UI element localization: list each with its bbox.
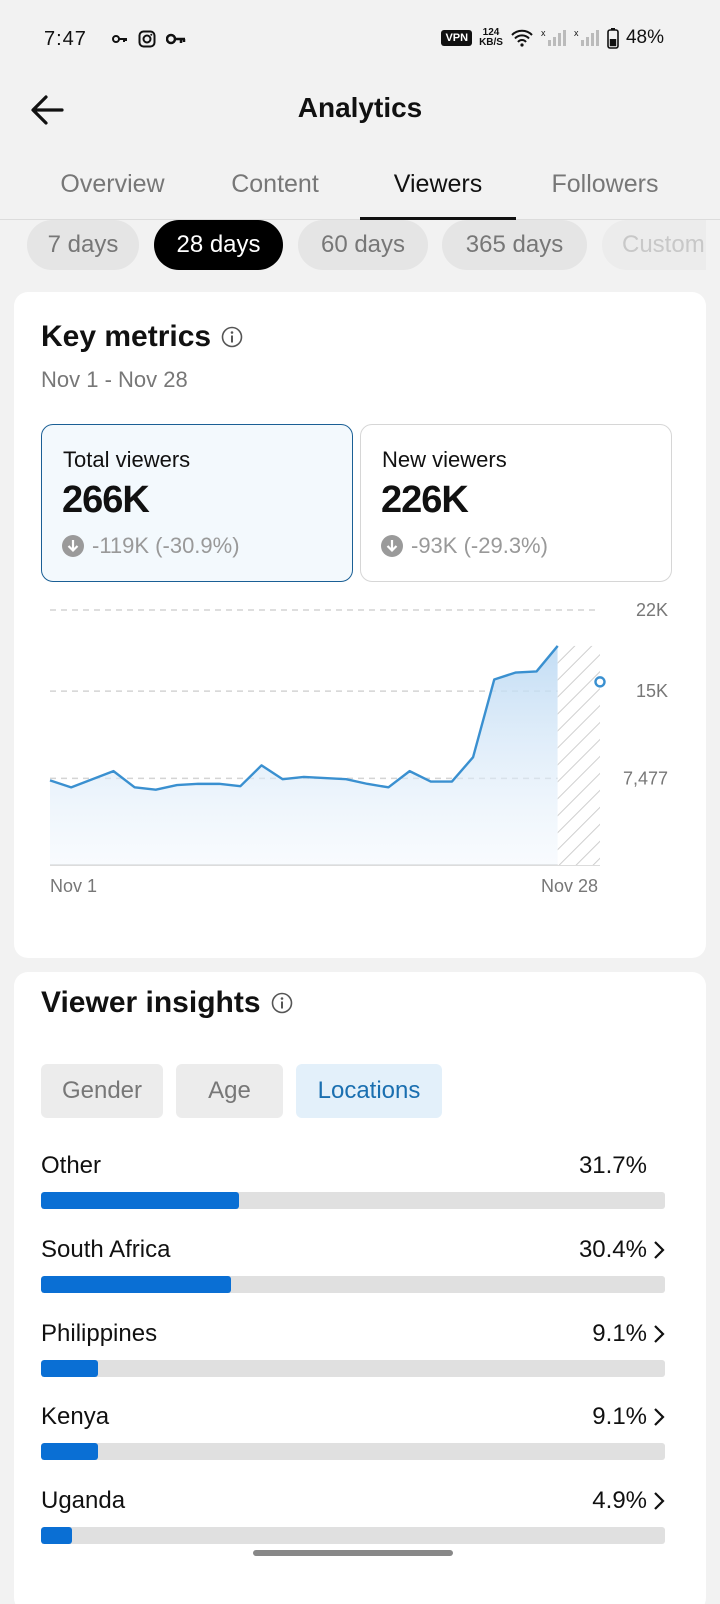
- location-percent: 30.4%: [578, 1236, 647, 1263]
- back-arrow-icon[interactable]: [26, 90, 70, 130]
- info-icon[interactable]: [271, 992, 293, 1014]
- vpn-badge: VPN: [441, 30, 473, 46]
- location-name: Kenya: [41, 1403, 110, 1430]
- location-bar-track: [41, 1360, 665, 1377]
- y-tick-label: 22K: [636, 600, 668, 620]
- speed-value: 124: [482, 27, 500, 38]
- range-60-days[interactable]: 60 days: [298, 220, 428, 270]
- chart-area: [50, 645, 558, 865]
- location-name: Philippines: [41, 1320, 158, 1347]
- location-row-uganda[interactable]: Uganda 4.9%: [41, 1487, 665, 1557]
- location-row-philippines[interactable]: Philippines 9.1%: [41, 1320, 665, 1390]
- y-tick-label: 7,477: [623, 768, 668, 788]
- viewer-insights-title: Viewer insights: [41, 986, 261, 1019]
- tab-viewers[interactable]: Viewers: [393, 170, 483, 198]
- battery-icon: [607, 28, 619, 49]
- svg-text:x: x: [574, 28, 579, 38]
- key-icon: [166, 33, 186, 45]
- signal-icon: x: [574, 28, 599, 46]
- wifi-icon: [511, 29, 533, 47]
- status-time: 7:47: [44, 28, 87, 50]
- chevron-right-icon: [654, 1241, 665, 1259]
- svg-text:x: x: [541, 28, 546, 38]
- location-bar-fill: [41, 1276, 231, 1293]
- status-right: VPN 124 KB/S x x 48%: [441, 27, 664, 49]
- location-percent: 4.9%: [592, 1487, 647, 1514]
- status-bar: 7:47 VPN 124 KB/S x x 48%: [0, 0, 720, 80]
- segment-age[interactable]: Age: [176, 1064, 283, 1118]
- signal-icon: x: [541, 28, 566, 46]
- tab-overview[interactable]: Overview: [60, 170, 165, 198]
- date-range-selector: 7 days 28 days 60 days 365 days Custom: [0, 220, 706, 272]
- projected-point: [594, 676, 606, 688]
- location-bar-fill: [41, 1527, 72, 1544]
- home-indicator[interactable]: [253, 1550, 453, 1556]
- key-metrics-heading: Key metrics: [41, 320, 243, 354]
- location-percent: 31.7%: [578, 1152, 647, 1179]
- tab-followers[interactable]: Followers: [551, 170, 659, 198]
- range-28-days[interactable]: 28 days: [154, 220, 283, 270]
- x-end-label: Nov 28: [541, 876, 598, 896]
- location-bar-fill: [41, 1443, 98, 1460]
- viewer-insights-heading: Viewer insights: [41, 986, 293, 1020]
- location-row-south-africa[interactable]: South Africa 30.4%: [41, 1236, 665, 1306]
- down-arrow-icon: [62, 535, 84, 557]
- viewers-chart[interactable]: 22K 15K 7,477 Nov 1 Nov 28: [34, 592, 694, 912]
- metric-label: New viewers: [382, 447, 507, 472]
- location-bar-track: [41, 1192, 665, 1209]
- location-bar-fill: [41, 1360, 98, 1377]
- chevron-right-icon: [654, 1408, 665, 1426]
- metric-total-viewers[interactable]: Total viewers 266K -119K (-30.9%): [41, 424, 353, 582]
- chevron-right-icon: [654, 1325, 665, 1343]
- tab-bar: Overview Content Viewers Followers: [0, 160, 720, 220]
- location-bar-track: [41, 1443, 665, 1460]
- down-arrow-icon: [381, 535, 403, 557]
- location-percent: 9.1%: [592, 1403, 647, 1430]
- x-start-label: Nov 1: [50, 876, 97, 896]
- chevron-right-icon: [654, 1492, 665, 1510]
- speed-unit: KB/S: [479, 37, 503, 48]
- location-bar-track: [41, 1527, 665, 1544]
- projected-region: [557, 645, 600, 865]
- metric-value: 226K: [381, 479, 469, 521]
- range-custom[interactable]: Custom: [602, 220, 706, 270]
- range-7-days[interactable]: 7 days: [27, 220, 139, 270]
- metric-value: 266K: [62, 479, 150, 521]
- location-row-kenya[interactable]: Kenya 9.1%: [41, 1403, 665, 1473]
- tab-content[interactable]: Content: [231, 170, 319, 198]
- metric-label: Total viewers: [63, 447, 191, 472]
- y-tick-label: 15K: [636, 681, 668, 701]
- key-icon: [112, 35, 127, 43]
- segment-locations[interactable]: Locations: [296, 1064, 442, 1118]
- page-title: Analytics: [297, 92, 423, 123]
- location-name: South Africa: [41, 1236, 171, 1263]
- location-bar-track: [41, 1276, 665, 1293]
- date-range-label: Nov 1 - Nov 28: [41, 367, 188, 392]
- active-tab-indicator: [360, 217, 516, 220]
- metric-delta: -119K (-30.9%): [62, 533, 240, 559]
- app-header: Analytics: [0, 80, 720, 140]
- key-metrics-title: Key metrics: [41, 320, 212, 353]
- series-line: [49, 645, 559, 791]
- location-name: Other: [41, 1152, 102, 1179]
- info-icon[interactable]: [221, 326, 243, 348]
- segment-gender[interactable]: Gender: [41, 1064, 163, 1118]
- metric-delta-text: -93K (-29.3%): [411, 533, 548, 558]
- location-bar-fill: [41, 1192, 239, 1209]
- network-speed: 124 KB/S: [479, 28, 503, 48]
- viewer-insights-card: Viewer insights Gender Age Locations Oth…: [14, 972, 706, 1604]
- key-metrics-card: Key metrics Nov 1 - Nov 28 Total viewers…: [14, 292, 706, 958]
- metric-delta-text: -119K (-30.9%): [92, 533, 240, 558]
- range-365-days[interactable]: 365 days: [442, 220, 587, 270]
- metric-delta: -93K (-29.3%): [381, 533, 548, 559]
- battery-percent: 48%: [625, 27, 664, 48]
- location-name: Uganda: [41, 1487, 126, 1514]
- metric-new-viewers[interactable]: New viewers 226K -93K (-29.3%): [360, 424, 672, 582]
- location-row-other: Other 31.7%: [41, 1152, 665, 1222]
- status-notification-icons: [112, 30, 186, 48]
- instagram-icon: [138, 30, 156, 48]
- location-percent: 9.1%: [592, 1320, 647, 1347]
